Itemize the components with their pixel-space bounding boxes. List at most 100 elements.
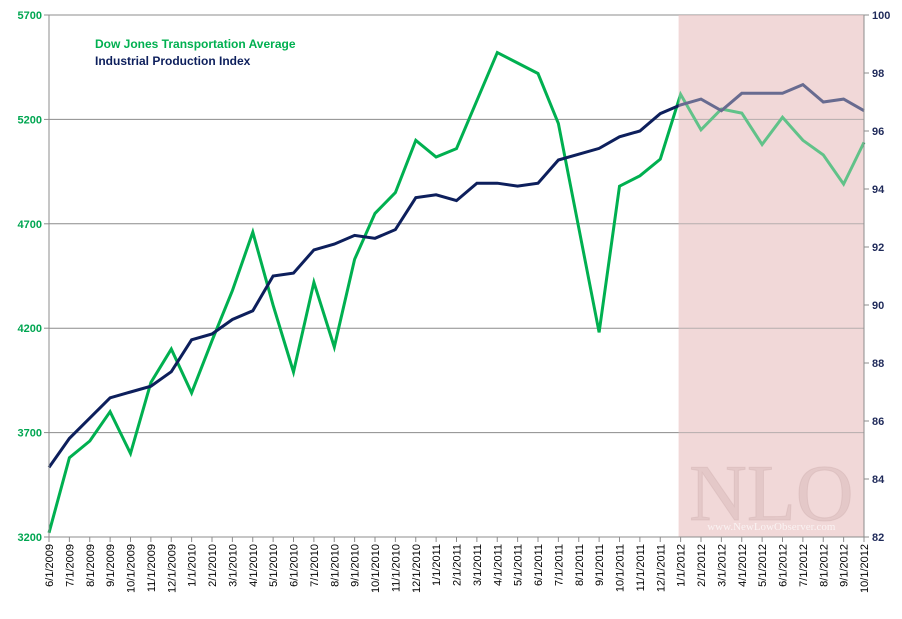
left-tick-label: 4700: [18, 219, 42, 231]
data-point: [497, 52, 498, 53]
data-point: [354, 259, 355, 260]
watermark-url: www.NewLowObserver.com: [707, 521, 836, 533]
x-tick-label: 1/1/2011: [431, 544, 443, 586]
data-point: [456, 200, 457, 201]
x-tick-label: 6/1/2011: [533, 544, 545, 586]
shaded-region-overlay: [678, 15, 864, 537]
x-tick-label: 11/1/2009: [146, 544, 158, 592]
data-point: [619, 136, 620, 137]
data-point: [599, 148, 600, 149]
x-tick-label: 7/1/2010: [309, 544, 321, 587]
watermark: NLO www.NewLowObserver.com: [689, 450, 854, 539]
data-point: [232, 290, 233, 291]
x-tick-label: 10/1/2010: [370, 544, 382, 593]
data-point: [232, 319, 233, 320]
data-point: [558, 160, 559, 161]
left-tick-label: 5700: [18, 10, 42, 22]
left-tick-label: 5200: [18, 114, 42, 126]
data-point: [395, 192, 396, 193]
x-tick-label: 3/1/2011: [472, 544, 484, 586]
data-point: [110, 397, 111, 398]
gridlines: [49, 118, 864, 434]
x-tick-label: 8/1/2011: [574, 544, 586, 586]
x-tick-label: 8/1/2012: [818, 544, 830, 587]
x-tick-label: 11/1/2010: [390, 544, 402, 592]
data-point: [599, 332, 600, 333]
x-tick-label: 5/1/2011: [513, 544, 525, 586]
data-point: [395, 229, 396, 230]
series-line-2: [47, 82, 865, 469]
data-point: [639, 131, 640, 132]
x-tick-label: 12/1/2009: [166, 544, 178, 593]
right-tick-label: 82: [872, 532, 884, 544]
legend-entry-2: Industrial Production Index: [95, 54, 251, 68]
data-point: [313, 282, 314, 283]
data-point: [171, 349, 172, 350]
data-point: [313, 249, 314, 250]
x-tick-label: 11/1/2011: [635, 544, 647, 591]
plot-area: [48, 14, 865, 538]
data-point: [538, 73, 539, 74]
data-point: [130, 453, 131, 454]
x-tick-label: 1/1/2010: [187, 544, 199, 587]
data-point: [69, 457, 70, 458]
data-point: [497, 183, 498, 184]
x-tick-label: 8/1/2010: [329, 544, 341, 587]
watermark-logo: NLO: [689, 450, 853, 538]
data-point: [415, 197, 416, 198]
x-tick-label: 4/1/2011: [492, 544, 504, 586]
data-point: [558, 123, 559, 124]
right-tick-label: 88: [872, 358, 884, 370]
x-tick-label: 6/1/2010: [289, 544, 301, 587]
x-tick-label: 2/1/2011: [452, 544, 464, 586]
data-point: [354, 235, 355, 236]
right-tick-label: 94: [872, 184, 885, 196]
x-tick-label: 4/1/2012: [737, 544, 749, 587]
x-tick-label: 7/1/2009: [64, 544, 76, 587]
series-line-1: [47, 50, 866, 534]
data-point: [212, 334, 213, 335]
x-tick-label: 9/1/2012: [839, 544, 851, 587]
data-point: [578, 154, 579, 155]
x-tick-label: 10/1/2009: [126, 544, 138, 593]
x-tick-label: 9/1/2010: [350, 544, 362, 587]
data-point: [660, 159, 661, 160]
x-tick-label: 7/1/2012: [798, 544, 810, 587]
data-point: [415, 140, 416, 141]
data-point: [436, 156, 437, 157]
x-tick-label: 12/1/2011: [655, 544, 667, 592]
data-point: [212, 340, 213, 341]
x-tick-label: 9/1/2011: [594, 544, 606, 586]
left-tick-label: 4200: [18, 323, 42, 335]
data-point: [273, 276, 274, 277]
data-point: [89, 440, 90, 441]
right-tick-label: 100: [872, 10, 890, 22]
x-tick-label: 9/1/2009: [105, 544, 117, 587]
x-tick-label: 2/1/2010: [207, 544, 219, 587]
data-point: [476, 100, 477, 101]
left-tick-label: 3700: [18, 428, 42, 440]
data-point: [293, 273, 294, 274]
x-tick-label: 5/1/2012: [757, 544, 769, 587]
x-tick-label: 5/1/2010: [268, 544, 280, 587]
x-tick-label: 10/1/2012: [859, 544, 871, 593]
data-point: [150, 386, 151, 387]
data-point: [517, 186, 518, 187]
data-point: [334, 244, 335, 245]
x-tick-label: 7/1/2011: [553, 544, 565, 586]
series-layer: [47, 15, 866, 537]
right-tick-label: 90: [872, 300, 884, 312]
legend: Dow Jones Transportation Average Industri…: [95, 37, 296, 68]
legend-entry-1: Dow Jones Transportation Average: [95, 37, 296, 51]
right-tick-label: 98: [872, 68, 884, 80]
x-tick-label: 10/1/2011: [615, 544, 627, 592]
data-point: [375, 238, 376, 239]
data-point: [69, 438, 70, 439]
data-point: [273, 305, 274, 306]
right-tick-label: 92: [872, 242, 884, 254]
right-tick-label: 96: [872, 126, 884, 138]
data-point: [110, 411, 111, 412]
data-point: [660, 113, 661, 114]
